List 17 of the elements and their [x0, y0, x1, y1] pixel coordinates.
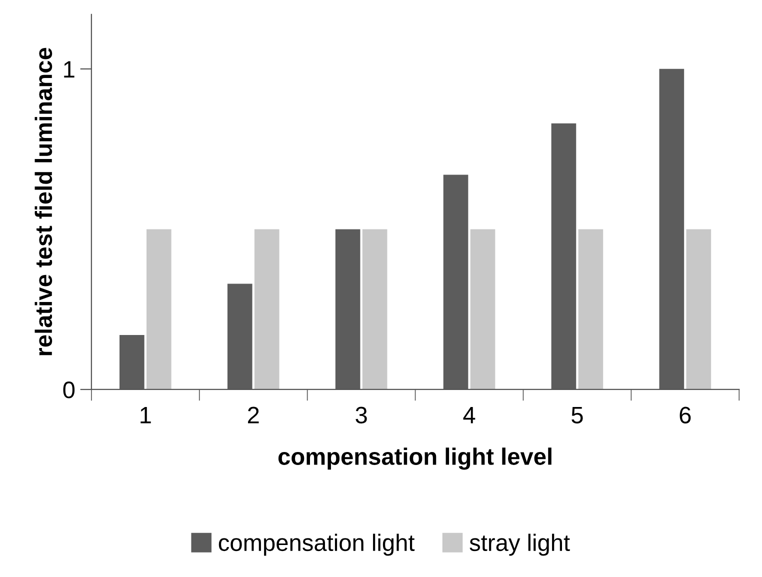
bar — [686, 229, 712, 390]
x-tick-label: 6 — [680, 406, 691, 424]
x-tick-label: 1 — [140, 407, 151, 424]
bar — [362, 229, 388, 390]
y-axis-title: relative test field luminance — [34, 48, 52, 356]
x-axis-title: compensation light level — [278, 448, 552, 470]
bar — [146, 229, 172, 390]
bar — [578, 229, 604, 390]
legend-label: compensation light — [218, 534, 415, 556]
x-tick-label: 2 — [248, 406, 259, 424]
x-tick-label: 3 — [356, 406, 367, 424]
bar — [470, 229, 496, 390]
x-tick-label: 4 — [463, 407, 476, 424]
legend-label: stray light — [470, 534, 570, 556]
x-tick-label: 5 — [572, 407, 583, 424]
bar — [254, 229, 280, 390]
y-tick-label: 0 — [63, 382, 75, 398]
